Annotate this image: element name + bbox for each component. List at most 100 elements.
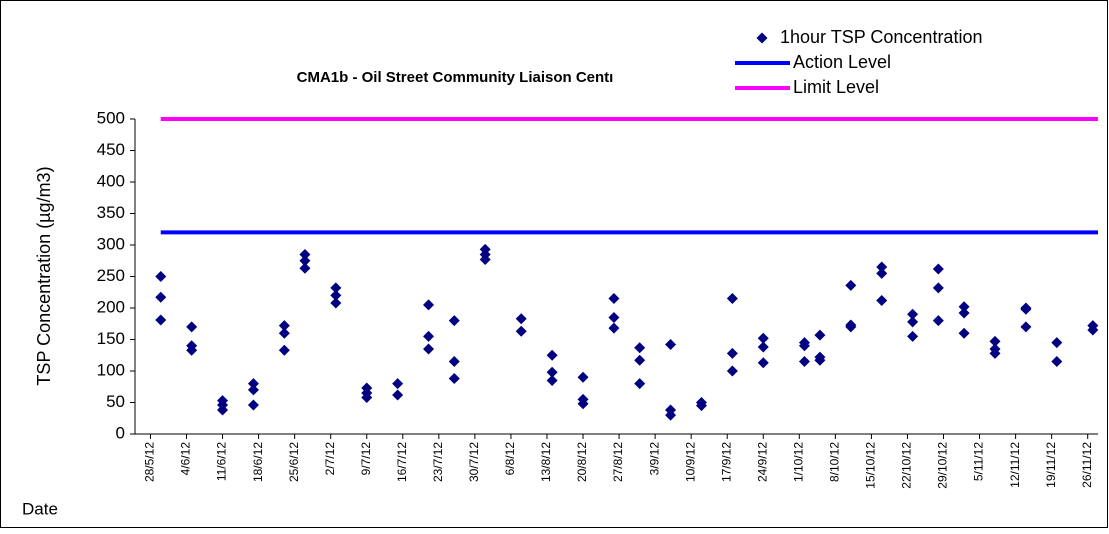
x-tick-label: 12/11/12: [1008, 442, 1022, 488]
x-tick-label: 5/11/12: [972, 442, 986, 481]
data-point: [876, 294, 888, 306]
data-point: [448, 373, 460, 385]
data-point: [448, 315, 460, 327]
x-tick-label: 3/9/12: [647, 442, 661, 476]
data-point: [907, 330, 919, 342]
data-point: [217, 404, 229, 416]
data-point: [665, 409, 677, 421]
data-point: [1020, 303, 1032, 315]
data-point: [392, 378, 404, 390]
x-tick-label: 2/7/12: [323, 442, 337, 476]
legend-label: Limit Level: [793, 77, 879, 97]
data-point: [845, 321, 857, 333]
data-point: [278, 320, 290, 332]
data-point: [546, 349, 558, 361]
data-point: [726, 347, 738, 359]
data-point: [448, 356, 460, 368]
data-point: [876, 261, 888, 273]
data-point: [634, 342, 646, 354]
y-tick-label: 0: [116, 423, 125, 442]
data-point: [155, 271, 167, 282]
x-tick-label: 8/10/12: [828, 442, 842, 482]
data-point: [1051, 337, 1063, 349]
data-point: [392, 389, 404, 401]
data-point: [958, 307, 970, 319]
y-axis-label: TSP Concentration (µg/m3): [34, 166, 54, 385]
x-tick-label: 1/10/12: [791, 442, 805, 482]
x-tick-label: 22/10/12: [900, 442, 914, 489]
data-point: [814, 329, 826, 341]
data-point: [932, 263, 944, 275]
data-point: [907, 308, 919, 320]
y-tick-label: 350: [97, 203, 125, 222]
y-tick-label: 150: [97, 329, 125, 348]
data-point: [515, 313, 527, 325]
x-tick-label: 19/11/12: [1044, 442, 1058, 488]
data-point: [634, 354, 646, 366]
y-tick-label: 100: [97, 360, 125, 379]
x-tick-label: 28/5/12: [143, 442, 157, 482]
x-tick-label: 13/8/12: [539, 442, 553, 482]
data-point: [726, 365, 738, 377]
x-tick-label: 18/6/12: [251, 442, 265, 482]
data-point: [299, 255, 311, 267]
data-point: [155, 314, 167, 326]
data-point: [546, 374, 558, 386]
data-point: [247, 399, 259, 411]
data-point: [361, 391, 373, 403]
y-tick-label: 300: [97, 234, 125, 253]
data-point: [278, 344, 290, 356]
y-tick-label: 200: [97, 297, 125, 316]
data-point: [907, 316, 919, 328]
x-tick-label: 24/9/12: [755, 442, 769, 482]
data-point: [665, 339, 677, 351]
data-point: [608, 311, 620, 323]
y-tick-label: 400: [97, 171, 125, 190]
data-point: [423, 343, 435, 355]
data-point: [1087, 324, 1099, 336]
x-axis-label: Date: [22, 499, 58, 518]
data-point: [814, 354, 826, 366]
x-tick-label: 16/7/12: [395, 442, 409, 482]
legend-label: Action Level: [793, 52, 891, 72]
data-point: [634, 378, 646, 390]
data-point: [608, 322, 620, 334]
x-tick-label: 20/8/12: [575, 442, 589, 482]
data-point: [608, 293, 620, 305]
x-tick-label: 4/6/12: [179, 442, 193, 476]
data-point: [546, 366, 558, 378]
data-point: [186, 344, 198, 356]
data-point: [695, 400, 707, 412]
data-point: [1020, 321, 1032, 333]
data-point: [330, 282, 342, 294]
data-point: [989, 335, 1001, 347]
x-tick-label: 17/9/12: [719, 442, 733, 482]
x-tick-label: 11/6/12: [215, 442, 229, 481]
data-point: [726, 293, 738, 305]
data-point: [932, 315, 944, 327]
y-tick-label: 500: [97, 108, 125, 127]
legend-label: 1hour TSP Concentration: [780, 27, 982, 47]
x-tick-label: 30/7/12: [467, 442, 481, 482]
y-tick-label: 250: [97, 266, 125, 285]
chart-title: CMA1b - Oil Street Community Liaison Cen…: [297, 69, 614, 86]
data-point: [757, 341, 769, 353]
x-tick-label: 23/7/12: [431, 442, 445, 482]
data-point: [247, 378, 259, 390]
x-tick-label: 27/8/12: [611, 442, 625, 482]
data-point: [757, 357, 769, 369]
data-point: [577, 371, 589, 383]
data-point: [278, 327, 290, 339]
data-point: [958, 301, 970, 313]
x-tick-label: 29/10/12: [936, 442, 950, 489]
x-tick-label: 9/7/12: [359, 442, 373, 476]
data-point: [299, 262, 311, 274]
data-point: [932, 282, 944, 294]
data-point: [798, 356, 810, 368]
data-point: [330, 297, 342, 309]
data-point: [330, 289, 342, 301]
data-point: [479, 253, 491, 265]
data-point: [1051, 356, 1063, 368]
